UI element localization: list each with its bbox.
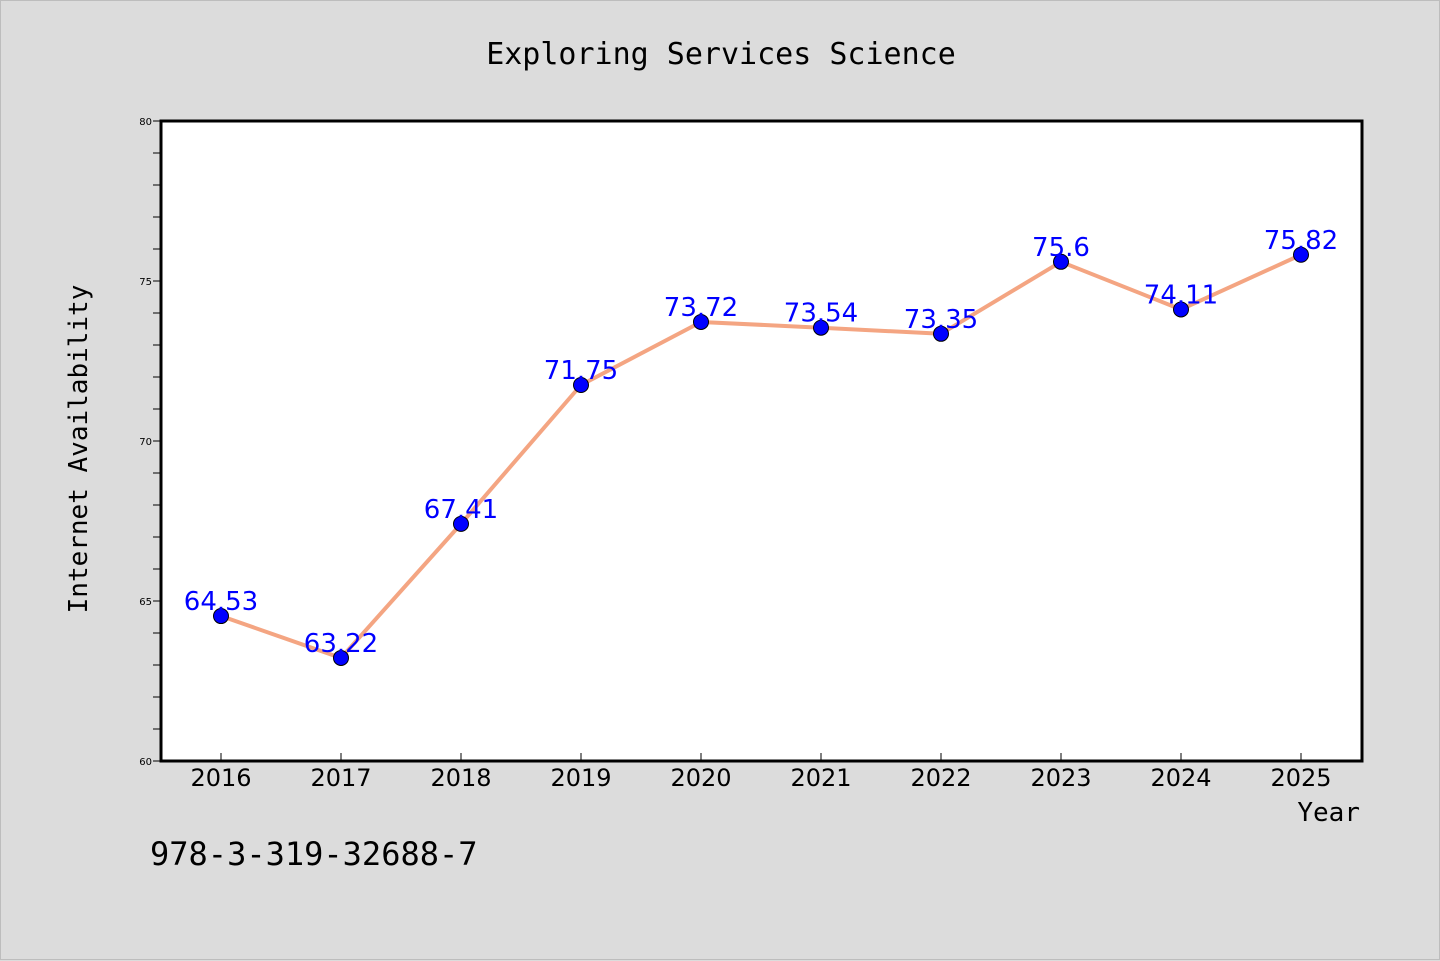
y-axis: 60 65 70 75 80 <box>139 117 161 768</box>
y-tick-label: 75 <box>139 277 152 288</box>
x-tick-label: 2016 <box>190 764 251 792</box>
data-label: 75.82 <box>1264 226 1338 256</box>
data-point <box>693 313 709 330</box>
x-tick-label: 2018 <box>430 764 491 792</box>
x-tick-label: 2021 <box>790 764 851 792</box>
plot-area <box>159 119 1364 763</box>
data-point <box>1293 246 1309 263</box>
data-label: 74.11 <box>1144 280 1218 310</box>
data-point <box>1053 253 1069 270</box>
y-tick-label: 70 <box>139 437 152 448</box>
y-axis-label: Internet Availability <box>64 285 94 614</box>
x-axis: 2016 2017 2018 2019 2020 2021 2022 2023 2024 2025 <box>190 753 1332 792</box>
x-tick-label: 2025 <box>1270 764 1331 792</box>
data-label: 71.75 <box>544 356 618 386</box>
series-line <box>220 252 1302 660</box>
series-layer: 64.53 63.22 67.41 71.75 73.72 73.54 73.35 75.6 7… <box>184 226 1338 666</box>
data-label: 73.72 <box>664 293 738 323</box>
data-point <box>1173 301 1189 318</box>
data-point <box>333 649 349 666</box>
x-tick-label: 2022 <box>910 764 971 792</box>
x-axis-label: Year <box>1297 798 1360 828</box>
data-point <box>453 515 469 532</box>
data-point <box>813 319 829 336</box>
data-point <box>573 377 589 393</box>
x-tick-label: 2020 <box>670 764 731 792</box>
x-tick-label: 2017 <box>310 764 371 792</box>
data-label: 73.54 <box>784 299 858 329</box>
y-tick-label: 60 <box>139 757 152 768</box>
data-label: 63.22 <box>304 629 378 659</box>
chart-title: Exploring Services Science <box>486 37 956 72</box>
x-tick-label: 2023 <box>1030 764 1091 792</box>
data-label: 73.35 <box>904 305 978 335</box>
x-tick-label: 2019 <box>550 764 611 792</box>
data-label: 67.41 <box>424 495 498 525</box>
data-label: 75.6 <box>1032 233 1090 263</box>
data-point <box>933 325 949 342</box>
x-tick-label: 2024 <box>1150 764 1211 792</box>
data-label: 64.53 <box>184 587 258 617</box>
y-tick-label: 65 <box>139 597 152 608</box>
y-tick-label: 80 <box>139 117 152 128</box>
isbn-footer: 978-3-319-32688-7 <box>150 835 478 873</box>
data-point <box>213 608 229 625</box>
